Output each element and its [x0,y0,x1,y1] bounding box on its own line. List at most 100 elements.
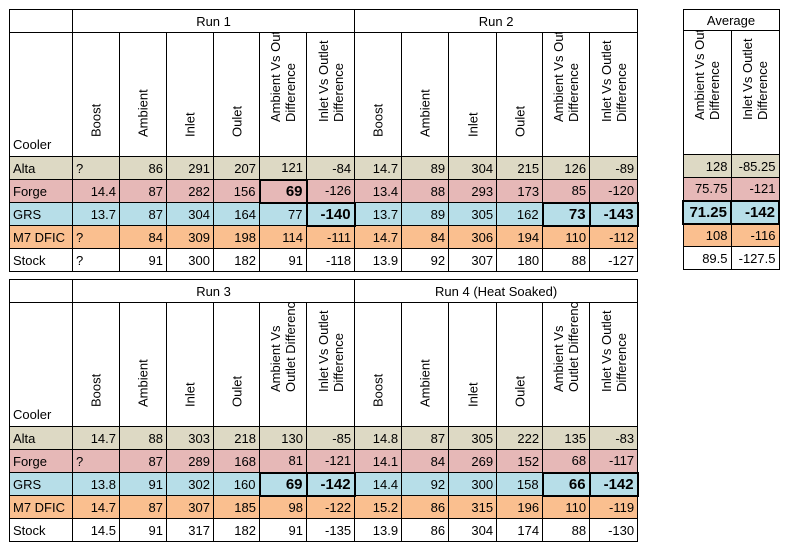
ambient-vs-outlet-cell: 88 [542,518,591,542]
inlet-vs-outlet-cell: -84 [305,156,356,180]
inlet-cell: 305 [448,202,498,226]
inlet-vs-outlet-header: Inlet Vs Outlet Difference [730,30,780,155]
inlet-cell: 304 [448,156,498,180]
boost-cell: 13.4 [354,179,403,203]
inlet-header: Inlet [166,302,214,427]
corner-cell [9,279,73,303]
table-row: Forge 14.4 87 282 156 69 -126 13.4 88 293 173 85 -12… [9,178,639,204]
outlet-cell: 222 [496,426,544,450]
ambient-cell: 89 [401,156,450,180]
boost-cell: 14.4 [354,472,403,496]
boost-cell: ? [72,156,120,180]
inlet-vs-outlet-cell: -85 [305,426,356,450]
avg-inlet-vs-outlet-cell: -116 [730,223,780,247]
inlet-vs-outlet-cell: -111 [305,225,356,249]
boost-cell: 14.7 [72,426,120,450]
boost-header: Boost [354,302,403,427]
inlet-vs-outlet-cell: -120 [589,179,639,203]
inlet-vs-outlet-header: Inlet Vs Outlet Difference [589,32,639,157]
boost-cell: ? [72,449,120,473]
ambient-vs-outlet-cell: 121 [259,156,307,180]
average-title: Average [682,9,780,31]
inlet-vs-outlet-cell: -142 [588,471,639,497]
inlet-vs-outlet-cell: -89 [589,156,639,180]
inlet-cell: 300 [448,472,498,496]
table-row: GRS 13.7 87 304 164 77 -140 13.7 89 305 162 73 -143 [9,201,639,227]
ambient-vs-outlet-cell: 69 [258,178,308,204]
ambient-vs-outlet-header: Ambient Vs Outlet Difference [259,302,307,427]
table-row: GRS 13.8 91 302 160 69 -142 14.4 92 300 158 66 -142 [9,471,639,497]
corner-cell [9,9,73,33]
table-row: 71.25 -142 [682,199,780,225]
inlet-cell: 307 [448,248,498,272]
cooler-name-cell: M7 DFIC [9,225,73,249]
inlet-cell: 300 [166,248,214,272]
cooler-name-cell: Forge [9,449,73,473]
ambient-vs-outlet-cell: 135 [542,426,591,450]
outlet-cell: 185 [213,495,260,519]
ambient-cell: 86 [401,495,450,519]
ambient-cell: 84 [401,225,450,249]
ambient-cell: 88 [119,426,167,450]
ambient-vs-outlet-cell: 68 [542,449,591,473]
avg-ambient-vs-outlet-cell: 75.75 [682,177,732,201]
inlet-vs-outlet-cell: -140 [305,201,356,227]
avg-inlet-vs-outlet-cell: -121 [730,177,780,201]
ambient-cell: 87 [401,426,450,450]
inlet-cell: 305 [448,426,498,450]
inlet-cell: 315 [448,495,498,519]
ambient-cell: 92 [401,472,450,496]
outlet-cell: 182 [213,248,260,272]
table-row: 75.75 -121 [682,177,780,201]
ambient-cell: 84 [401,449,450,473]
avg-inlet-vs-outlet-cell: -127.5 [730,246,780,270]
outlet-cell: 198 [213,225,260,249]
table-row: M7 DFIC? 84 309 198 114 -111 14.7 84 306 194 110 -1… [9,225,639,249]
ambient-header: Ambient [401,302,450,427]
inlet-vs-outlet-cell: -83 [589,426,639,450]
table-row: 89.5 -127.5 [682,246,780,270]
cooler-name-cell: Stock [9,518,73,542]
boost-cell: 13.7 [354,202,403,226]
avg-ambient-vs-outlet-cell: 89.5 [682,246,732,270]
bottom-results-table: Run 3 Run 4 (Heat Soaked) Cooler Boost A… [9,279,639,542]
ambient-vs-outlet-header: Ambient Vs Outlet Difference [542,302,591,427]
avg-ambient-vs-outlet-cell: 71.25 [682,199,732,225]
inlet-cell: 309 [166,225,214,249]
ambient-vs-outlet-cell: 69 [258,471,308,497]
run3-title: Run 3 [71,279,356,303]
ambient-vs-outlet-cell: 81 [259,449,307,473]
inlet-cell: 304 [166,202,214,226]
ambient-cell: 92 [401,248,450,272]
cooler-name-cell: Forge [9,179,73,203]
ambient-cell: 89 [401,202,450,226]
inlet-vs-outlet-cell: -119 [589,495,639,519]
inlet-vs-outlet-header: Inlet Vs Outlet Difference [305,302,356,427]
avg-ambient-vs-outlet-cell: 128 [682,154,732,178]
ambient-vs-outlet-cell: 130 [259,426,307,450]
average-table: Average Ambient Vs Outlet Difference Inle… [682,9,780,270]
outlet-cell: 180 [496,248,544,272]
ambient-header: Ambient [119,32,167,157]
outlet-cell: 158 [496,472,544,496]
inlet-vs-outlet-cell: -143 [588,201,639,227]
boost-cell: 14.5 [72,518,120,542]
ambient-header: Ambient [119,302,167,427]
cooler-name-cell: Alta [9,156,73,180]
inlet-cell: 307 [166,495,214,519]
avg-ambient-vs-outlet-cell: 108 [682,223,732,247]
inlet-vs-outlet-cell: -130 [589,518,639,542]
ambient-vs-outlet-cell: 110 [542,495,591,519]
outlet-cell: 218 [213,426,260,450]
ambient-vs-outlet-header: Ambient Vs Outlet Difference [542,32,591,157]
inlet-header: Inlet [166,32,214,157]
boost-cell: 14.7 [72,495,120,519]
outlet-cell: 156 [213,179,260,203]
cooler-name-cell: GRS [9,472,73,496]
outlet-header: Oulet [213,32,260,157]
boost-header: Boost [354,32,403,157]
inlet-vs-outlet-header: Inlet Vs Outlet Difference [589,302,639,427]
table-row: 128 -85.25 [682,154,780,178]
inlet-cell: 306 [448,225,498,249]
inlet-cell: 282 [166,179,214,203]
